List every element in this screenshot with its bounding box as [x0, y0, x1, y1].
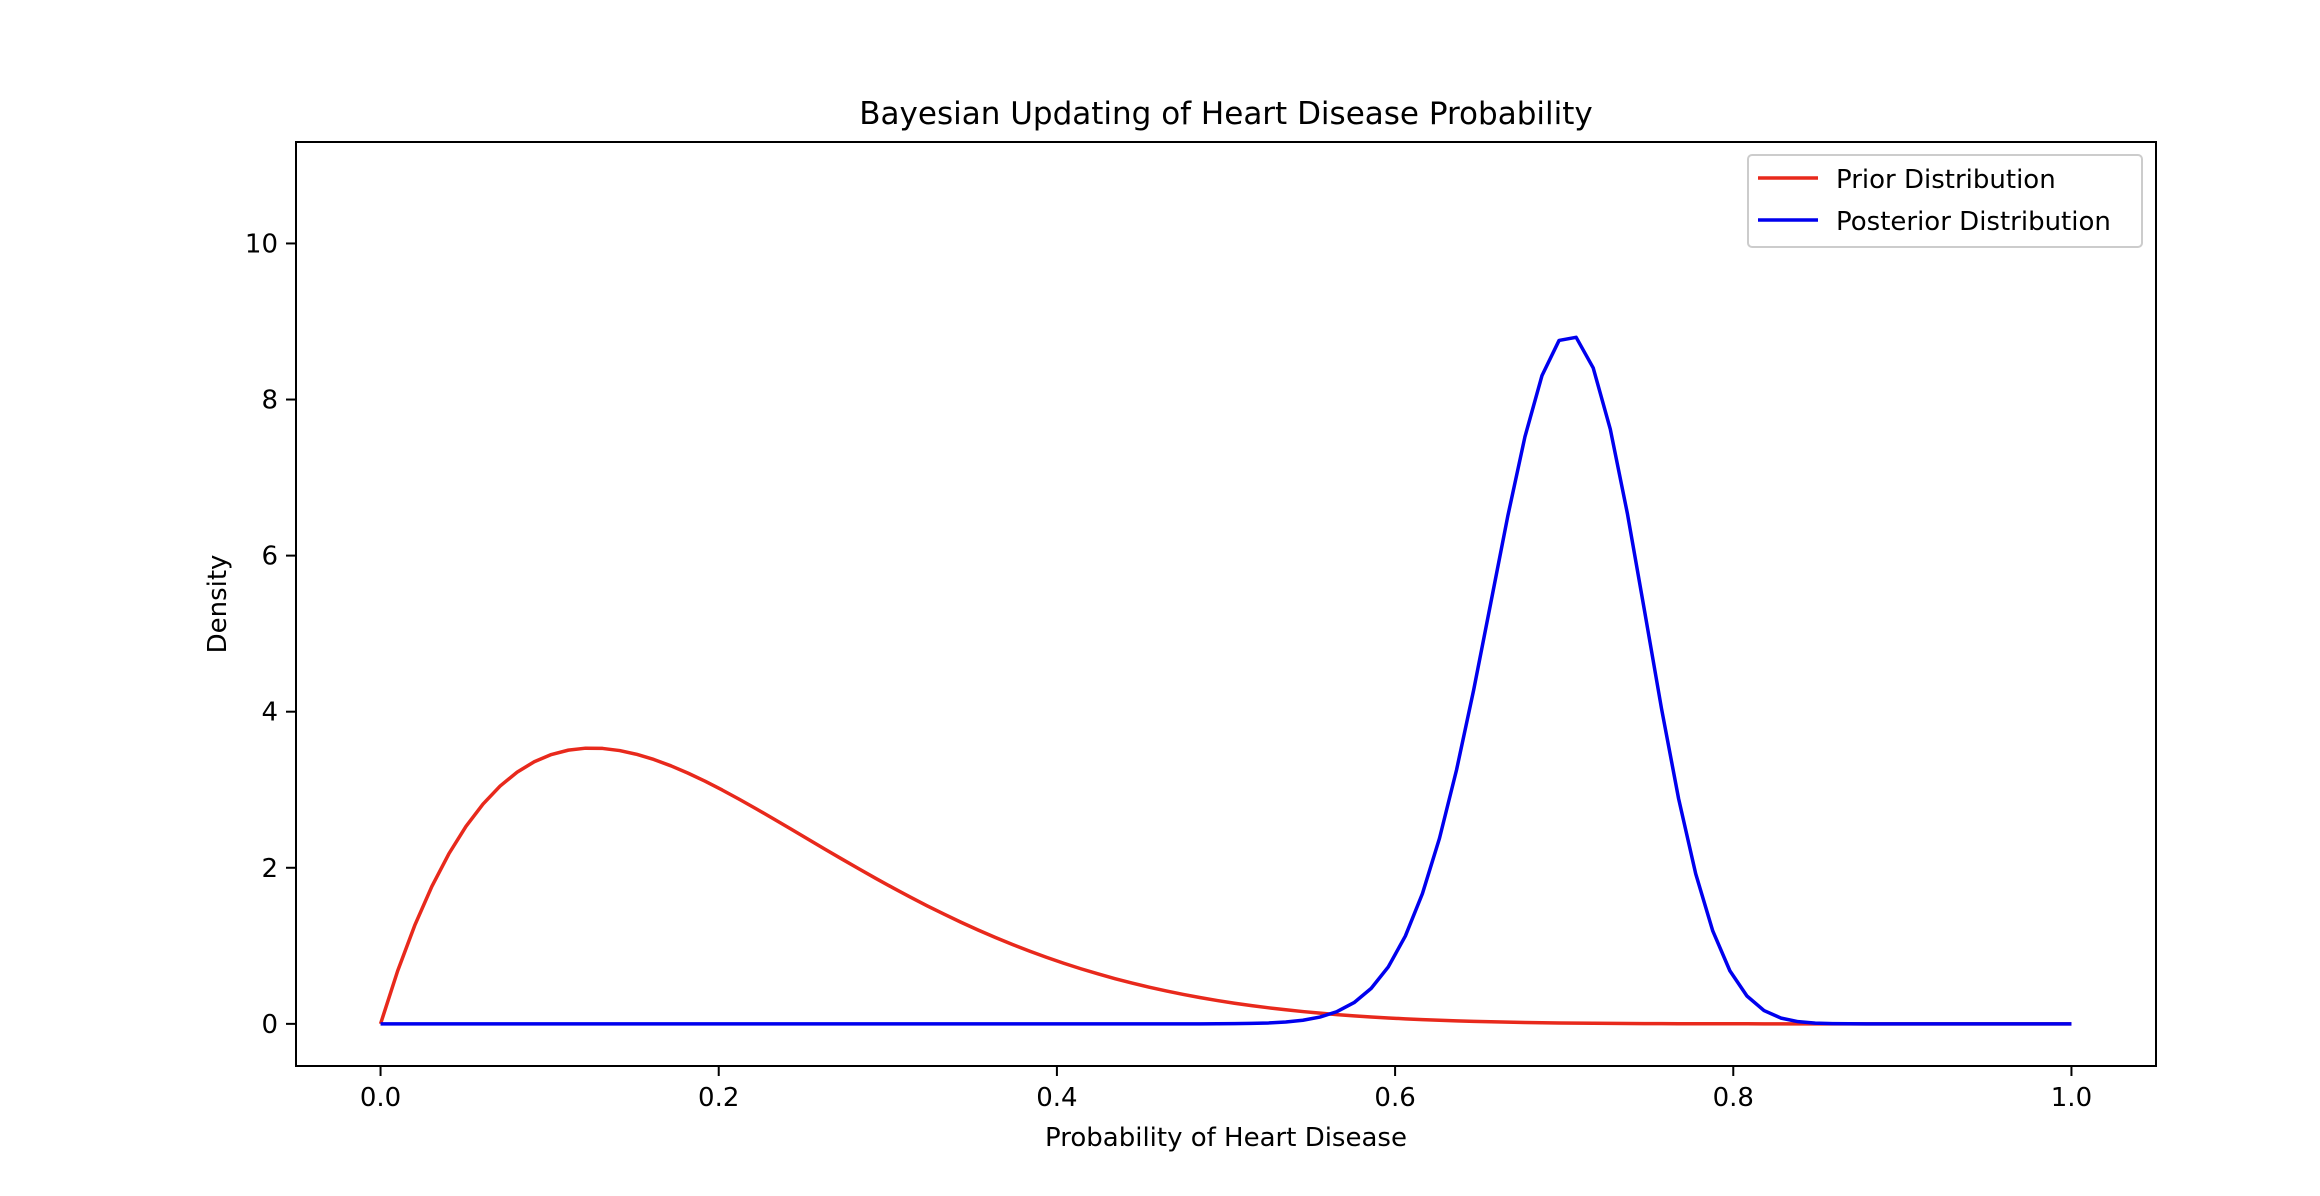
- legend: Prior Distribution Posterior Distributio…: [1747, 154, 2143, 248]
- x-tick-label: 1.0: [2051, 1083, 2092, 1113]
- y-tick-label: 10: [245, 229, 278, 259]
- y-axis: 0 2 4 6 8 10: [245, 229, 296, 1040]
- y-tick-label: 2: [261, 854, 278, 884]
- y-tick-label: 4: [261, 698, 278, 728]
- legend-frame: [1747, 154, 2143, 248]
- x-tick-label: 0.0: [360, 1083, 401, 1113]
- chart-title: Bayesian Updating of Heart Disease Proba…: [859, 96, 1592, 132]
- x-tick-label: 0.8: [1713, 1083, 1754, 1113]
- x-axis: 0.0 0.2 0.4 0.6 0.8 1.0: [360, 1066, 2092, 1113]
- y-axis-label: Density: [203, 555, 233, 654]
- y-tick-label: 8: [261, 386, 278, 416]
- y-tick-label: 6: [261, 542, 278, 572]
- x-axis-label: Probability of Heart Disease: [1045, 1123, 1407, 1153]
- x-tick-label: 0.4: [1036, 1083, 1077, 1113]
- posterior-distribution-line: [380, 335, 2072, 1026]
- y-tick-label: 0: [261, 1010, 278, 1040]
- x-tick-label: 0.6: [1374, 1083, 1415, 1113]
- legend-label-posterior: Posterior Distribution: [1836, 207, 2111, 237]
- series-layer: [378, 335, 2072, 1026]
- legend-label-prior: Prior Distribution: [1836, 165, 2056, 195]
- prior-distribution-line: [378, 746, 2072, 1026]
- plot-background: [296, 142, 2156, 1066]
- x-tick-label: 0.2: [698, 1083, 739, 1113]
- plot-frame: [295, 141, 2157, 1067]
